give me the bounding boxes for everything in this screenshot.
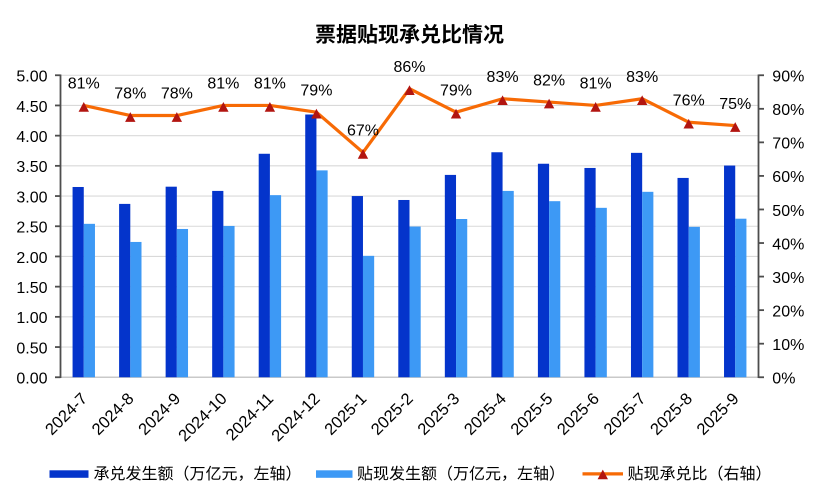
svg-text:3.50: 3.50 (16, 159, 47, 176)
svg-text:3.00: 3.00 (16, 189, 47, 206)
svg-text:1.50: 1.50 (16, 280, 47, 297)
svg-text:67%: 67% (347, 123, 379, 140)
svg-text:83%: 83% (487, 69, 519, 86)
svg-text:4.50: 4.50 (16, 99, 47, 116)
svg-text:75%: 75% (719, 96, 751, 113)
svg-text:86%: 86% (393, 59, 425, 76)
svg-text:0%: 0% (772, 371, 795, 388)
svg-text:81%: 81% (580, 76, 612, 93)
svg-text:40%: 40% (772, 236, 804, 253)
svg-text:82%: 82% (533, 72, 565, 89)
svg-text:1.00: 1.00 (16, 310, 47, 327)
svg-text:76%: 76% (673, 92, 705, 109)
svg-text:10%: 10% (772, 337, 804, 354)
svg-text:0.00: 0.00 (16, 371, 47, 388)
svg-text:20%: 20% (772, 303, 804, 320)
svg-text:81%: 81% (207, 76, 239, 93)
svg-text:90%: 90% (772, 69, 804, 86)
svg-text:70%: 70% (772, 136, 804, 153)
svg-text:81%: 81% (254, 76, 286, 93)
svg-text:30%: 30% (772, 270, 804, 287)
svg-text:80%: 80% (772, 102, 804, 119)
svg-text:2.50: 2.50 (16, 220, 47, 237)
svg-text:79%: 79% (440, 82, 472, 99)
svg-text:83%: 83% (626, 69, 658, 86)
svg-text:4.00: 4.00 (16, 129, 47, 146)
svg-text:5.00: 5.00 (16, 69, 47, 86)
svg-text:60%: 60% (772, 169, 804, 186)
svg-text:79%: 79% (300, 82, 332, 99)
svg-text:78%: 78% (161, 86, 193, 103)
svg-text:78%: 78% (114, 86, 146, 103)
svg-text:0.50: 0.50 (16, 340, 47, 357)
svg-text:81%: 81% (68, 76, 100, 93)
svg-text:50%: 50% (772, 203, 804, 220)
svg-text:2.00: 2.00 (16, 250, 47, 267)
